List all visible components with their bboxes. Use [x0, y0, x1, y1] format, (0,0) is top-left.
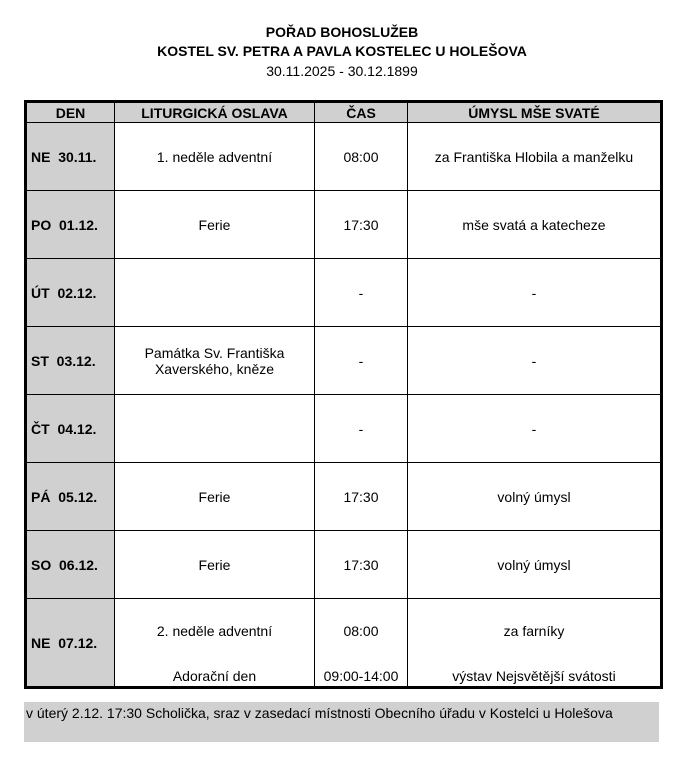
celebration-cell: Ferie — [114, 190, 315, 259]
day-cell: ST 03.12. — [25, 326, 115, 395]
intention-cell: volný úmysl — [407, 462, 662, 531]
announcement-note: v úterý 2.12. 17:30 Scholička, sraz v za… — [24, 702, 659, 742]
time-cell-line: 08:00 — [343, 623, 379, 639]
intention-cell-text: - — [531, 284, 537, 301]
celebration-cell-text: Ferie — [198, 556, 231, 573]
table-row: PÁ 05.12. Ferie 17:30 volný úmysl — [25, 462, 662, 531]
date-range: 30.11.2025 - 30.12.1899 — [266, 63, 418, 79]
celebration-cell-text: Památka Sv. Františka Xaverského, kněze — [144, 344, 285, 377]
intention-cell-line: výstav Nejsvětější svátosti — [452, 668, 616, 684]
time-cell-text: 17:30 — [343, 556, 379, 573]
time-cell: 17:30 — [314, 462, 408, 531]
day-cell: ÚT 02.12. — [25, 258, 115, 327]
celebration-cell-text: 1. neděle adventní — [156, 148, 273, 165]
column-header-intention: ÚMYSL MŠE SVATÉ — [407, 101, 662, 123]
time-cell: - — [314, 394, 408, 463]
celebration-cell — [114, 258, 315, 327]
intention-cell-text: volný úmysl — [497, 488, 571, 505]
time-cell-text: 17:30 — [343, 216, 379, 233]
time-cell-line: 09:00-14:00 — [323, 668, 399, 684]
time-cell: 08:00 09:00-14:00 — [314, 598, 408, 688]
table-row: PO 01.12. Ferie 17:30 mše svatá a katecheze — [25, 190, 662, 259]
intention-cell: volný úmysl — [407, 530, 662, 599]
column-header-time: ČAS — [314, 101, 408, 123]
day-cell: SO 06.12. — [25, 530, 115, 599]
celebration-cell: 1. neděle adventní — [114, 122, 315, 191]
table-row: ČT 04.12. - - — [25, 394, 662, 463]
time-cell-text: - — [358, 420, 364, 437]
intention-cell-text: za Františka Hlobila a manželku — [434, 148, 634, 165]
column-header-celebration: LITURGICKÁ OSLAVA — [114, 101, 315, 123]
time-cell: - — [314, 326, 408, 395]
day-cell: NE 07.12. — [25, 598, 115, 688]
day-cell: NE 30.11. — [25, 122, 115, 191]
table-row: NE 07.12. 2. neděle adventní Adorační den 0… — [25, 598, 662, 688]
table-row: ÚT 02.12. - - — [25, 258, 662, 327]
intention-cell-line: za farníky — [503, 623, 565, 639]
celebration-cell: 2. neděle adventní Adorační den — [114, 598, 315, 688]
celebration-cell-text: Ferie — [198, 488, 231, 505]
time-cell: - — [314, 258, 408, 327]
celebration-cell-text: Ferie — [198, 216, 231, 233]
celebration-cell: Památka Sv. Františka Xaverského, kněze — [114, 326, 315, 395]
intention-cell: - — [407, 394, 662, 463]
celebration-cell: Ferie — [114, 530, 315, 599]
time-cell-text: - — [358, 352, 364, 369]
celebration-cell — [114, 394, 315, 463]
intention-cell-text: volný úmysl — [497, 556, 571, 573]
time-cell: 17:30 — [314, 530, 408, 599]
celebration-cell: Ferie — [114, 462, 315, 531]
intention-cell: mše svatá a katecheze — [407, 190, 662, 259]
column-header-day: DEN — [25, 101, 115, 123]
day-cell: PO 01.12. — [25, 190, 115, 259]
time-cell-text: - — [358, 284, 364, 301]
church-name: KOSTEL SV. PETRA A PAVLA KOSTELEC U HOLE… — [157, 43, 527, 59]
schedule-table: DEN LITURGICKÁ OSLAVA ČAS ÚMYSL MŠE SVAT… — [24, 100, 663, 689]
intention-cell-text: - — [531, 420, 537, 437]
time-cell: 08:00 — [314, 122, 408, 191]
table-header-row: DEN LITURGICKÁ OSLAVA ČAS ÚMYSL MŠE SVAT… — [25, 101, 662, 123]
celebration-cell-line: 2. neděle adventní — [156, 623, 273, 639]
page-title: POŘAD BOHOSLUŽEB — [265, 24, 419, 40]
intention-cell: za farníky výstav Nejsvětější svátosti — [407, 598, 662, 688]
intention-cell: za Františka Hlobila a manželku — [407, 122, 662, 191]
table-row: ST 03.12. Památka Sv. Františka Xaverskéh… — [25, 326, 662, 395]
intention-cell-text: mše svatá a katecheze — [462, 216, 606, 233]
intention-cell: - — [407, 326, 662, 395]
day-cell: ČT 04.12. — [25, 394, 115, 463]
time-cell: 17:30 — [314, 190, 408, 259]
table-row: SO 06.12. Ferie 17:30 volný úmysl — [25, 530, 662, 599]
table-row: NE 30.11. 1. neděle adventní 08:00 za Frant… — [25, 122, 662, 191]
intention-cell-text: - — [531, 352, 537, 369]
intention-cell: - — [407, 258, 662, 327]
time-cell-text: 17:30 — [343, 488, 379, 505]
celebration-cell-line: Adorační den — [172, 668, 257, 684]
day-cell: PÁ 05.12. — [25, 462, 115, 531]
time-cell-text: 08:00 — [343, 148, 379, 165]
